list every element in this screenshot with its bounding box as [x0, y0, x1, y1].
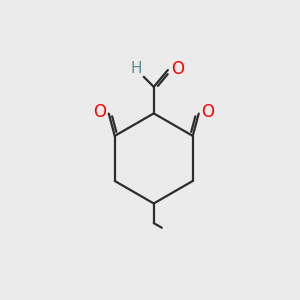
Text: O: O	[171, 60, 184, 78]
Text: H: H	[130, 61, 142, 76]
Text: O: O	[94, 103, 106, 122]
Text: O: O	[201, 103, 214, 122]
